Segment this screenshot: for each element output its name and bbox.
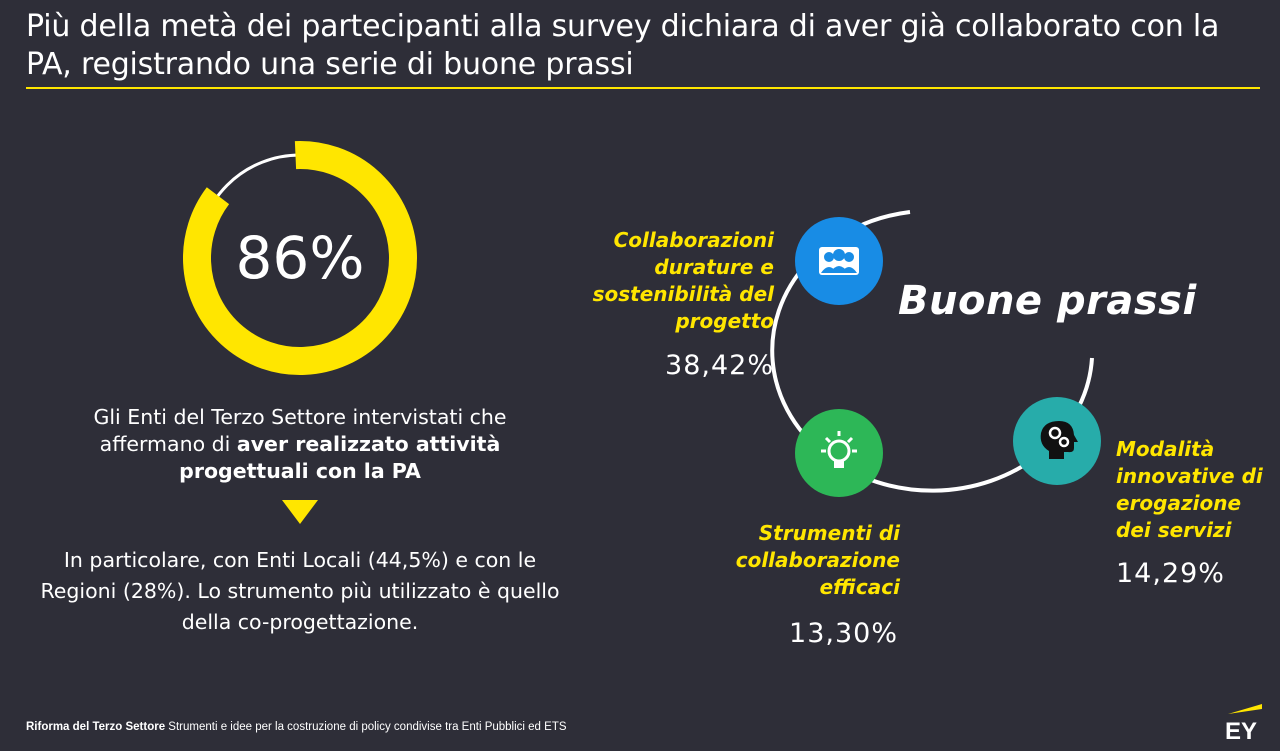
stat-description-emphasis: aver realizzato attività progettuali con… xyxy=(179,432,501,483)
percentage-donut xyxy=(183,141,417,375)
source-subtitle: Strumenti e idee per la costruzione di p… xyxy=(165,721,567,733)
down-arrow-icon xyxy=(282,500,318,524)
stat-description-text: Gli Enti del Terzo Settore intervistati … xyxy=(93,405,507,456)
source-title: Riforma del Terzo Settore xyxy=(26,721,166,733)
practice-value-tools: 13,30% xyxy=(789,618,898,649)
practice-label-tools: Strumenti di collaborazione efficaci xyxy=(735,521,900,599)
practice-label-collaborations: Collaborazioni durature e sostenibilità … xyxy=(592,228,774,333)
head-gears-icon xyxy=(1013,397,1101,485)
stat-description: Gli Enti del Terzo Settore intervistati … xyxy=(40,404,560,485)
percentage-value: 86% xyxy=(235,224,365,292)
source-footer: Riforma del Terzo Settore Strumenti e id… xyxy=(26,721,567,733)
stat-detail: In particolare, con Enti Locali (44,5%) … xyxy=(40,548,560,634)
practice-value-innovative: 14,29% xyxy=(1116,558,1225,589)
page-title: Più della metà dei partecipanti alla sur… xyxy=(26,9,1220,82)
title-divider xyxy=(26,87,1260,89)
group-icon xyxy=(795,217,883,305)
practice-value-collaborations: 38,42% xyxy=(665,350,774,381)
lightbulb-icon xyxy=(795,409,883,497)
practice-label-innovative: Modalità innovative di erogazione dei se… xyxy=(1116,437,1263,542)
practices-label: Buone prassi xyxy=(898,278,1197,324)
svg-text:EY: EY xyxy=(1225,718,1257,742)
ey-logo: EY xyxy=(1225,704,1262,742)
